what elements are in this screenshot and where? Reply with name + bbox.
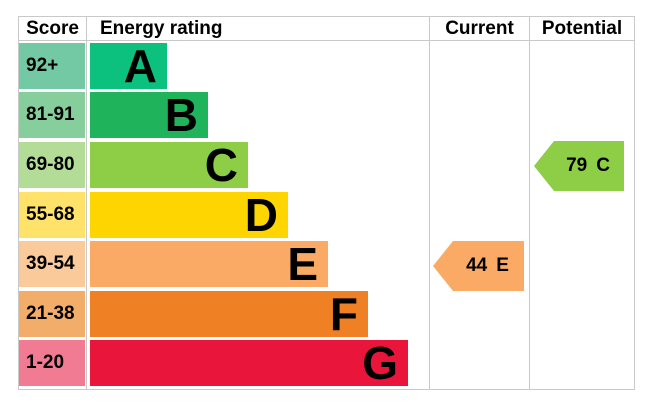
energy-bar-e: E (90, 241, 328, 287)
band-letter-c: C (204, 139, 238, 191)
table-top-border (18, 16, 635, 17)
current-column-divider (429, 16, 430, 390)
score-cell-e: 39-54 (19, 241, 85, 287)
energy-bar-f: F (90, 291, 368, 337)
table-bottom-border (18, 389, 635, 390)
score-cell-f: 21-38 (19, 291, 85, 337)
potential-rating-band: C (596, 155, 610, 176)
table-left-border (18, 16, 19, 390)
score-cell-d: 55-68 (19, 192, 85, 238)
score-cell-c: 69-80 (19, 142, 85, 188)
potential-rating-arrow: 79 C (534, 141, 624, 191)
header-divider-line (18, 40, 635, 41)
potential-column-header: Potential (541, 18, 623, 39)
band-letter-d: D (244, 189, 278, 241)
energy-bar-g: G (90, 340, 408, 386)
table-right-border (634, 16, 635, 390)
current-rating-score: 44 (466, 255, 488, 276)
band-letter-g: G (362, 337, 398, 389)
energy-bar-d: D (90, 192, 288, 238)
current-column-header: Current (445, 18, 514, 39)
current-rating-arrow: 44 E (433, 241, 524, 291)
score-column-divider (86, 16, 87, 390)
potential-rating-score: 79 (566, 155, 588, 176)
energy-rating-column-header: Energy rating (100, 18, 223, 39)
current-rating-band: E (496, 255, 509, 276)
band-letter-b: B (164, 89, 198, 141)
band-letter-a: A (123, 40, 157, 92)
score-column-header: Score (26, 18, 79, 39)
energy-bar-c: C (90, 142, 248, 188)
score-cell-b: 81-91 (19, 92, 85, 138)
energy-bar-a: A (90, 43, 167, 89)
score-cell-g: 1-20 (19, 340, 85, 386)
energy-bar-b: B (90, 92, 208, 138)
band-letter-e: E (287, 238, 318, 290)
score-cell-a: 92+ (19, 43, 85, 89)
potential-column-divider (529, 16, 530, 390)
band-letter-f: F (329, 288, 358, 340)
